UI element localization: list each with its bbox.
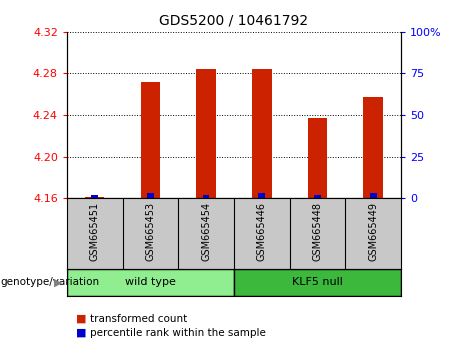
Title: GDS5200 / 10461792: GDS5200 / 10461792 — [160, 14, 308, 28]
Bar — [363, 97, 383, 198]
Bar — [259, 193, 265, 198]
Bar — [203, 195, 209, 198]
Bar — [141, 82, 160, 198]
Text: KLF5 null: KLF5 null — [292, 277, 343, 287]
Text: GSM665446: GSM665446 — [257, 202, 267, 261]
Bar — [196, 69, 216, 198]
Bar — [67, 269, 234, 296]
Bar — [308, 118, 327, 198]
Bar — [370, 193, 377, 198]
Bar — [314, 195, 321, 198]
Text: genotype/variation: genotype/variation — [0, 277, 99, 287]
Text: ■: ■ — [76, 314, 87, 324]
Text: GSM665453: GSM665453 — [145, 202, 155, 261]
Text: transformed count: transformed count — [90, 314, 187, 324]
Bar — [91, 195, 98, 198]
Text: wild type: wild type — [125, 277, 176, 287]
Text: percentile rank within the sample: percentile rank within the sample — [90, 328, 266, 338]
Text: ■: ■ — [76, 328, 87, 338]
Text: GSM665449: GSM665449 — [368, 202, 378, 261]
Text: GSM665448: GSM665448 — [313, 202, 323, 261]
Text: GSM665451: GSM665451 — [90, 202, 100, 261]
Bar — [234, 269, 401, 296]
Text: ▶: ▶ — [54, 277, 62, 287]
Text: GSM665454: GSM665454 — [201, 202, 211, 261]
Bar — [85, 197, 105, 198]
Bar — [147, 193, 154, 198]
Bar — [252, 69, 272, 198]
